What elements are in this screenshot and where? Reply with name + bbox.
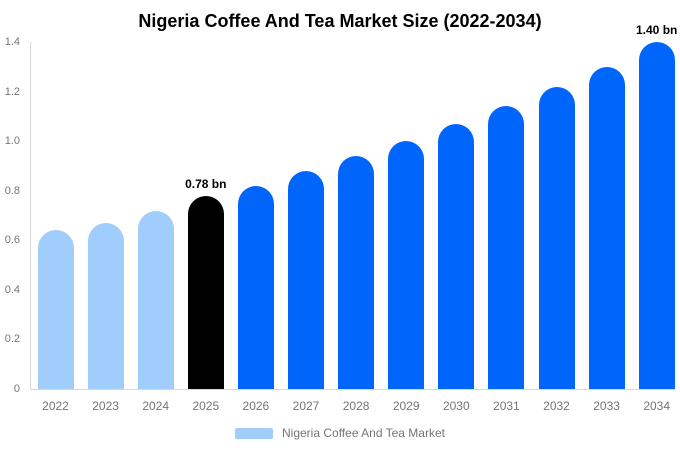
x-axis-tick-label: 2033 bbox=[593, 399, 620, 413]
bar-2028[interactable] bbox=[338, 156, 375, 389]
bar-2033[interactable] bbox=[588, 66, 625, 389]
bar-2034[interactable] bbox=[638, 42, 675, 389]
bar-2024[interactable] bbox=[137, 210, 174, 389]
y-axis-tick-label: 1.0 bbox=[4, 135, 20, 148]
legend-swatch bbox=[235, 427, 273, 439]
chart-title: Nigeria Coffee And Tea Market Size (2022… bbox=[138, 11, 542, 31]
y-axis-tick-label: 1.2 bbox=[4, 85, 20, 98]
bar-2026[interactable] bbox=[237, 185, 274, 389]
x-axis-tick-label: 2030 bbox=[442, 399, 470, 413]
x-axis-line bbox=[30, 389, 676, 390]
y-axis-tick-label: 0 bbox=[13, 383, 20, 395]
legend: Nigeria Coffee And Tea Market bbox=[0, 426, 680, 440]
x-axis-tick-label: 2026 bbox=[242, 399, 270, 413]
x-axis-tick-label: 2034 bbox=[643, 399, 671, 413]
y-axis-tick-label: 1.4 bbox=[4, 36, 20, 48]
y-axis-tick-label: 0.8 bbox=[4, 184, 20, 197]
x-axis-tick-label: 2027 bbox=[292, 399, 320, 413]
y-axis-line bbox=[30, 42, 31, 389]
bar-2023[interactable] bbox=[87, 222, 124, 389]
x-axis-tick-label: 2031 bbox=[493, 399, 520, 413]
y-axis-tick-label: 0.6 bbox=[4, 234, 20, 247]
bar-2032[interactable] bbox=[538, 86, 575, 389]
bar-2025[interactable] bbox=[187, 195, 224, 389]
bar-2031[interactable] bbox=[488, 106, 525, 389]
x-axis-tick-label: 2028 bbox=[342, 399, 370, 413]
bar-value-label: 1.40 bn bbox=[636, 23, 678, 37]
legend-item[interactable]: Nigeria Coffee And Tea Market bbox=[235, 426, 445, 440]
x-axis-tick-label: 2032 bbox=[543, 399, 570, 413]
bar-value-label: 0.78 bn bbox=[185, 176, 227, 191]
x-axis-tick-label: 2024 bbox=[142, 399, 170, 413]
x-axis-tick-label: 2023 bbox=[92, 399, 119, 413]
bar-2030[interactable] bbox=[438, 123, 475, 389]
y-axis-tick-label: 0.4 bbox=[4, 283, 20, 296]
x-axis-tick-label: 2022 bbox=[42, 399, 69, 413]
bar-2027[interactable] bbox=[288, 170, 324, 389]
x-axis-tick-label: 2029 bbox=[392, 399, 420, 413]
x-axis-tick-label: 2025 bbox=[192, 399, 220, 413]
bar-2022[interactable] bbox=[37, 230, 74, 389]
y-axis-tick-label: 0.2 bbox=[4, 333, 20, 346]
bar-2029[interactable] bbox=[388, 141, 425, 389]
legend-label: Nigeria Coffee And Tea Market bbox=[282, 426, 445, 440]
